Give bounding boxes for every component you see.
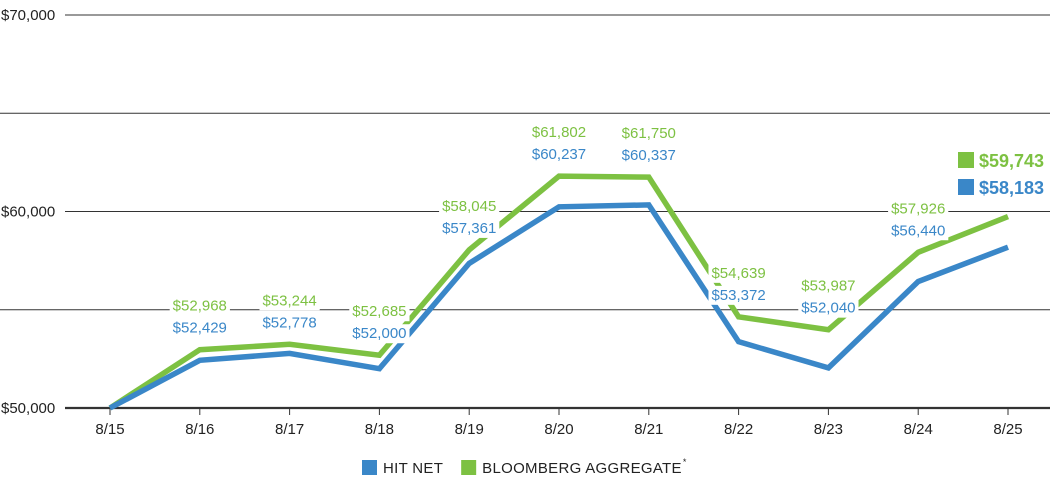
legend-footnote-mark: * [683,457,687,467]
legend-label: HIT NET [383,460,443,477]
series-line [108,173,1010,411]
legend: HIT NET BLOOMBERG AGGREGATE * [362,457,687,477]
x-tick-label: 8/17 [275,421,304,438]
data-label: $52,040 [801,300,855,317]
end-value-labels: $59,743 $58,183 [958,151,1044,198]
data-label: $52,968 [173,298,227,315]
data-label-background [169,318,230,338]
data-label-background [439,218,500,238]
x-tick-label: 8/18 [365,421,394,438]
end-value-label: $59,743 [979,151,1044,171]
legend-swatch [461,460,477,475]
data-label: $61,802 [532,124,586,141]
data-label: $60,237 [532,146,586,163]
data-label-background [798,298,859,318]
x-tick-label: 8/15 [95,421,124,438]
data-label-background [798,276,859,296]
data-label-background [618,146,679,166]
series-line [108,202,1009,411]
x-tick-label: 8/16 [185,421,214,438]
data-label: $53,987 [801,278,855,295]
data-label-background [169,296,230,316]
x-tick-label: 8/22 [724,421,753,438]
x-tick-label: 8/23 [814,421,843,438]
series-lines [108,173,1010,411]
data-label-background [439,196,500,216]
data-label: $52,685 [352,303,406,320]
y-tick-label: $50,000 [1,400,55,417]
y-axis-ticks: $50,000 $60,000 $70,000 [1,7,55,417]
data-label-background [349,324,410,344]
end-label-swatch [958,152,974,168]
data-label-background [259,291,320,311]
data-label: $53,244 [262,292,316,309]
data-label-background [888,199,949,219]
data-label: $57,926 [891,200,945,217]
data-label-background [349,302,410,322]
data-label: $52,429 [173,320,227,337]
end-value-label: $58,183 [979,178,1044,198]
x-axis-ticks: 8/15 8/16 8/17 8/18 8/19 8/20 8/21 8/22 8/23 8/24… [95,408,1023,438]
end-label-swatch [958,179,974,195]
data-label-background [708,285,769,305]
data-label-background [528,123,590,143]
data-label: $60,337 [622,147,676,164]
y-tick-label: $60,000 [1,204,55,221]
data-label-background [528,145,590,165]
data-label: $53,372 [711,287,765,304]
data-label-background [618,124,679,144]
data-label-background [888,221,949,241]
legend-swatch [362,460,377,475]
x-tick-label: 8/21 [634,421,663,438]
data-label: $57,361 [442,220,496,237]
data-label: $52,778 [262,314,316,331]
data-labels: $52,968 $52,429 $53,244 $52,778 $52,685 $52,0… [169,123,949,344]
data-label: $52,000 [352,325,406,342]
legend-label: BLOOMBERG AGGREGATE [482,460,682,477]
y-tick-label: $70,000 [1,7,55,24]
data-label-background [259,313,320,333]
data-label: $54,639 [711,265,765,282]
data-label: $58,045 [442,198,496,215]
x-tick-label: 8/24 [904,421,933,438]
data-label-background [708,263,769,283]
x-tick-label: 8/19 [455,421,484,438]
data-label: $61,750 [622,125,676,142]
data-label: $56,440 [891,222,945,239]
x-tick-label: 8/20 [544,421,573,438]
x-tick-label: 8/25 [993,421,1022,438]
